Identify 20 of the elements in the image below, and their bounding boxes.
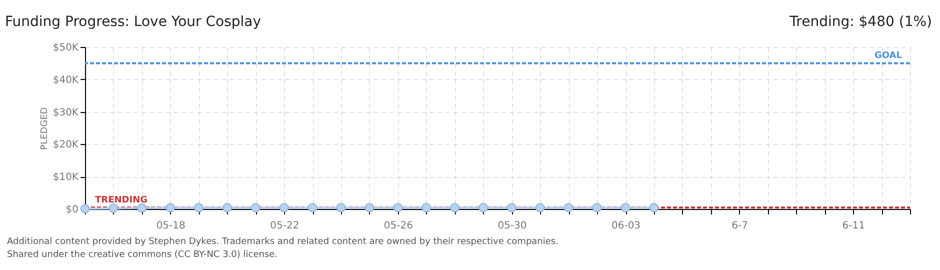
y-tick-label: $20K — [52, 140, 79, 151]
y-tick-label: $10K — [52, 172, 79, 184]
y-tick-label: $30K — [52, 107, 79, 118]
text: Additional content provided by Stephen Dykes. Trademarks and related content are owned by their respective companies. — [7, 237, 558, 247]
x-tick-label: 05-26 — [384, 220, 413, 232]
y-axis-title: PLEDGED — [40, 107, 50, 150]
x-tick-label: 6-11 — [842, 220, 865, 232]
x-tick-label: 05-18 — [156, 220, 186, 232]
y-tick-label: $0 — [66, 204, 78, 216]
text: Trending: $480 (1%) — [788, 14, 932, 30]
x-tick-label: 6-7 — [732, 220, 748, 232]
x-tick-label: 05-22 — [270, 220, 300, 232]
x-tick-label: 05-30 — [498, 220, 527, 232]
series-label: TRENDING — [95, 195, 148, 206]
chart-title: Funding Progress: Love Your Cosplay — [5, 14, 262, 30]
y-tick-label: $50K — [52, 42, 79, 54]
x-tick-label: 06-03 — [611, 220, 641, 232]
y-tick-label: $40K — [52, 74, 79, 86]
text: Shared under the creative commons (CC BY-NC 3.0) license. — [7, 250, 278, 260]
ref-line-label: GOAL — [874, 51, 902, 62]
